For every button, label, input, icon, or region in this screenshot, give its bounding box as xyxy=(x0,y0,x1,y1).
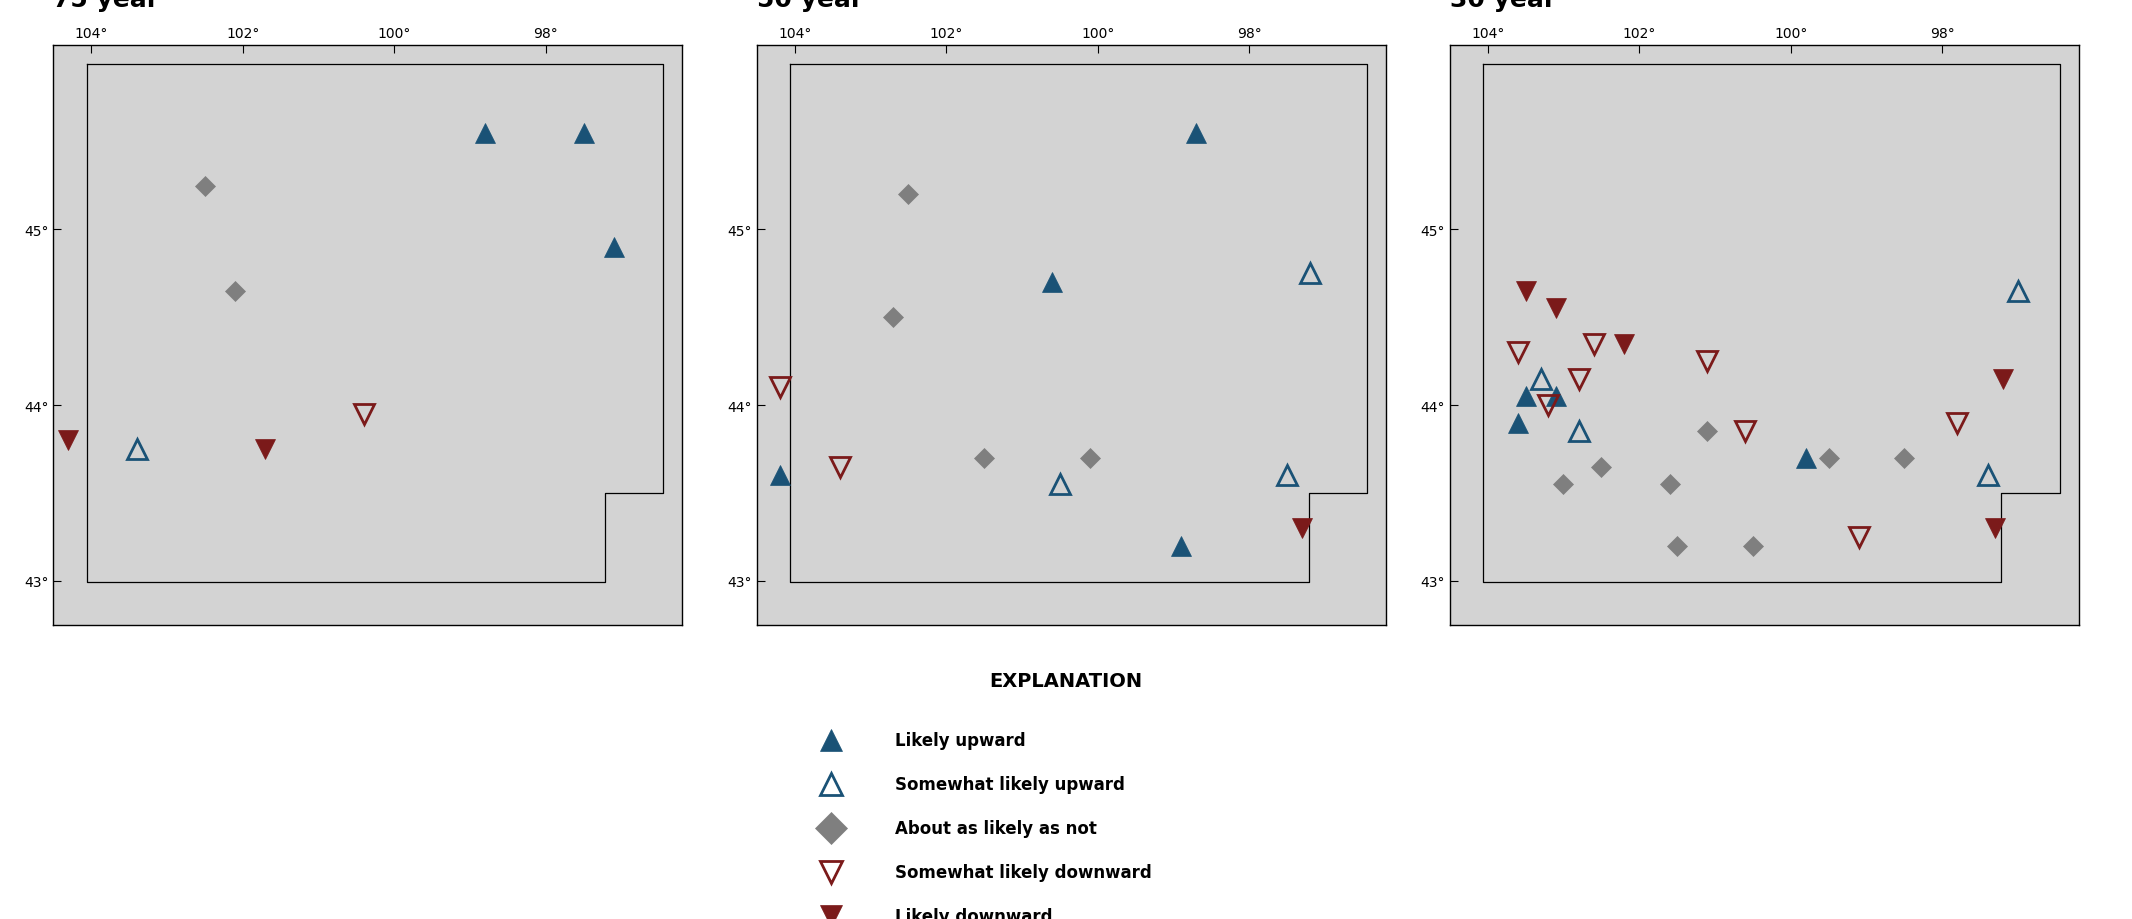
Text: Somewhat likely upward: Somewhat likely upward xyxy=(895,775,1126,793)
Text: 30 year: 30 year xyxy=(1450,0,1556,12)
Text: Likely downward: Likely downward xyxy=(895,907,1053,919)
Polygon shape xyxy=(791,65,1367,583)
Polygon shape xyxy=(1484,65,2060,583)
Text: About as likely as not: About as likely as not xyxy=(895,819,1098,837)
Text: 50 year: 50 year xyxy=(757,0,863,12)
Text: EXPLANATION: EXPLANATION xyxy=(989,671,1143,690)
Polygon shape xyxy=(87,65,663,583)
Text: Likely upward: Likely upward xyxy=(895,731,1025,749)
Text: Somewhat likely downward: Somewhat likely downward xyxy=(895,863,1151,881)
Text: 75 year: 75 year xyxy=(53,0,160,12)
